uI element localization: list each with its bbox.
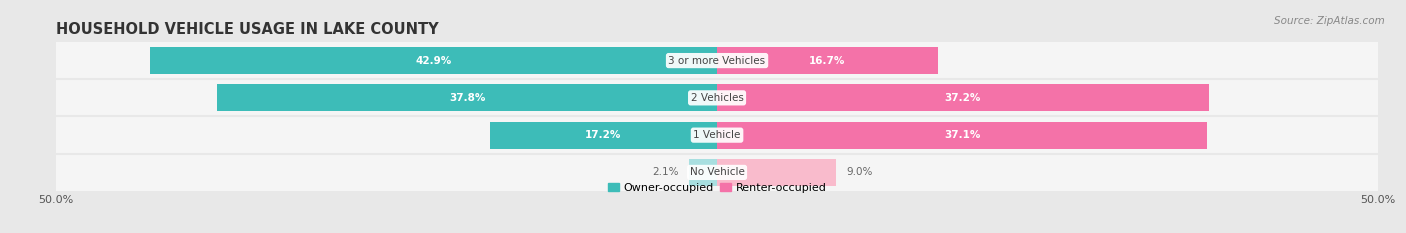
- Text: 42.9%: 42.9%: [415, 56, 451, 65]
- Text: Source: ZipAtlas.com: Source: ZipAtlas.com: [1274, 16, 1385, 26]
- Bar: [717, 122, 1208, 149]
- Text: 1 Vehicle: 1 Vehicle: [693, 130, 741, 140]
- Bar: [717, 84, 1209, 111]
- Bar: [56, 42, 1378, 79]
- Bar: [717, 47, 938, 74]
- Text: 2 Vehicles: 2 Vehicles: [690, 93, 744, 103]
- Text: 37.8%: 37.8%: [449, 93, 485, 103]
- Text: HOUSEHOLD VEHICLE USAGE IN LAKE COUNTY: HOUSEHOLD VEHICLE USAGE IN LAKE COUNTY: [56, 22, 439, 37]
- Text: 16.7%: 16.7%: [810, 56, 845, 65]
- Bar: [150, 47, 717, 74]
- Bar: [56, 154, 1378, 191]
- Text: No Vehicle: No Vehicle: [689, 168, 745, 177]
- Text: 9.0%: 9.0%: [846, 168, 873, 177]
- Bar: [489, 122, 717, 149]
- Bar: [56, 79, 1378, 116]
- Text: 3 or more Vehicles: 3 or more Vehicles: [668, 56, 766, 65]
- Bar: [218, 84, 717, 111]
- Bar: [689, 159, 717, 186]
- Text: 2.1%: 2.1%: [652, 168, 679, 177]
- Text: 17.2%: 17.2%: [585, 130, 621, 140]
- Legend: Owner-occupied, Renter-occupied: Owner-occupied, Renter-occupied: [603, 178, 831, 197]
- Bar: [717, 159, 837, 186]
- Text: 37.1%: 37.1%: [943, 130, 980, 140]
- Bar: [56, 116, 1378, 154]
- Text: 37.2%: 37.2%: [945, 93, 981, 103]
